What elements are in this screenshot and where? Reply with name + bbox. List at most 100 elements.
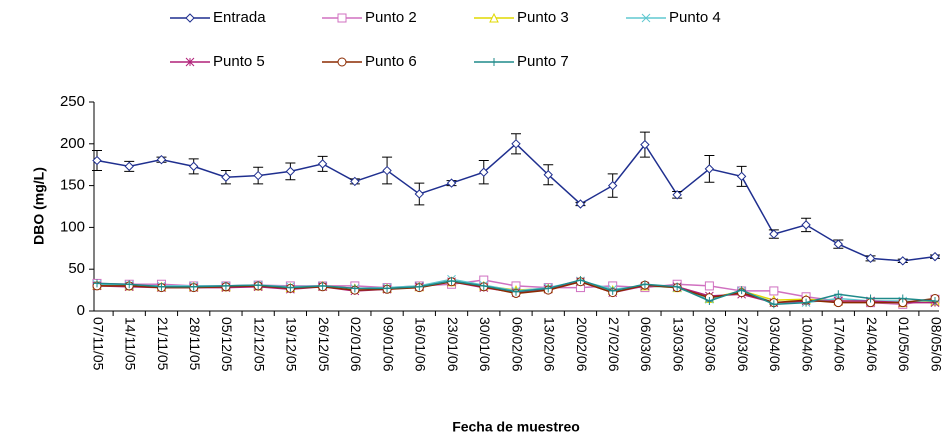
data-point	[704, 164, 715, 174]
data-point	[834, 290, 843, 299]
data-point	[188, 161, 199, 172]
data-point	[221, 172, 231, 182]
data-point	[415, 282, 424, 291]
data-point	[92, 155, 102, 166]
legend-marker	[185, 13, 195, 23]
data-point	[350, 176, 360, 187]
data-point	[673, 282, 682, 291]
x-tick-label: 27/02/06	[606, 317, 622, 372]
data-point	[189, 282, 198, 291]
data-point	[221, 281, 230, 290]
legend-label: Punto 4	[669, 9, 721, 26]
x-tick-label: 13/02/06	[542, 317, 558, 372]
y-tick-label: 250	[60, 93, 85, 110]
y-tick-label: 200	[60, 135, 85, 152]
y-tick-label: 0	[77, 302, 85, 319]
data-point	[769, 300, 778, 309]
legend-marker	[337, 13, 347, 23]
data-point	[414, 189, 425, 199]
x-tick-label: 06/03/06	[638, 317, 654, 372]
data-point	[640, 280, 649, 289]
data-point	[801, 220, 811, 230]
series-line	[96, 142, 936, 262]
data-point	[607, 180, 618, 191]
data-point	[898, 256, 908, 266]
y-tick-label: 150	[60, 177, 85, 194]
x-tick-label: 19/12/05	[284, 317, 300, 372]
legend-label: Punto 6	[365, 53, 417, 70]
legend-marker	[185, 57, 195, 67]
y-axis-title: DBO (mg/L)	[31, 167, 47, 245]
data-point	[512, 287, 520, 296]
data-point	[802, 298, 811, 307]
data-point	[318, 281, 327, 290]
x-tick-label: 24/04/06	[864, 317, 880, 372]
data-point	[447, 276, 456, 285]
x-tick-label: 08/05/06	[928, 317, 942, 372]
data-point	[640, 139, 650, 150]
data-point	[511, 139, 521, 149]
data-point	[383, 284, 392, 293]
data-point	[930, 251, 940, 262]
x-tick-label: 12/12/05	[251, 317, 267, 372]
data-point	[543, 170, 553, 180]
data-point	[866, 294, 875, 303]
x-tick-label: 07/11/05	[90, 317, 106, 371]
x-tick-label: 03/04/06	[767, 317, 783, 372]
x-axis-title: Fecha de muestreo	[452, 419, 580, 435]
x-tick-label: 17/04/06	[832, 317, 848, 372]
x-tick-label: 05/12/05	[219, 317, 235, 372]
y-tick-label: 50	[68, 260, 85, 277]
legend-label: Punto 7	[517, 53, 569, 70]
x-tick-label: 21/11/05	[155, 317, 171, 371]
legend-marker	[641, 13, 651, 23]
x-tick-label: 27/03/06	[735, 317, 751, 372]
x-tick-label: 09/01/06	[380, 317, 396, 372]
legend-label: Punto 2	[365, 9, 417, 26]
data-point	[672, 190, 682, 200]
data-point	[479, 281, 488, 290]
legend-label: Punto 3	[517, 9, 569, 26]
x-tick-label: 26/12/05	[316, 317, 332, 372]
data-point	[124, 161, 134, 172]
data-point	[93, 279, 101, 288]
data-point	[704, 281, 714, 291]
data-point	[705, 296, 714, 305]
x-tick-label: 13/03/06	[670, 317, 686, 372]
x-tick-label: 14/11/05	[123, 317, 139, 371]
data-point	[898, 294, 907, 303]
data-point	[479, 167, 489, 177]
data-point	[737, 286, 746, 295]
legend-marker	[490, 58, 498, 66]
y-tick-label: 100	[60, 218, 85, 235]
data-point	[254, 281, 263, 290]
x-tick-label: 01/05/06	[896, 317, 912, 372]
data-point	[769, 229, 779, 239]
data-point	[156, 154, 167, 165]
data-point	[157, 282, 166, 291]
x-tick-label: 28/11/05	[187, 317, 203, 371]
data-point	[575, 199, 586, 209]
data-point	[736, 171, 747, 182]
x-tick-label: 02/01/06	[348, 317, 364, 372]
x-tick-label: 23/01/06	[445, 317, 461, 372]
legend-marker	[337, 57, 347, 67]
data-point	[446, 178, 457, 188]
data-point	[931, 296, 939, 305]
data-point	[865, 253, 876, 264]
x-tick-label: 20/02/06	[574, 317, 590, 372]
data-point	[253, 170, 263, 181]
data-point	[286, 283, 295, 292]
data-point	[769, 286, 779, 296]
data-point	[125, 280, 134, 289]
data-point	[833, 298, 843, 308]
x-tick-label: 06/02/06	[509, 317, 525, 372]
legend-marker	[489, 12, 499, 23]
data-point	[608, 286, 617, 295]
legend-label: Entrada	[213, 9, 266, 26]
data-point	[544, 284, 553, 293]
data-point	[317, 159, 328, 169]
x-tick-label: 30/01/06	[477, 317, 493, 372]
data-point	[382, 165, 392, 176]
